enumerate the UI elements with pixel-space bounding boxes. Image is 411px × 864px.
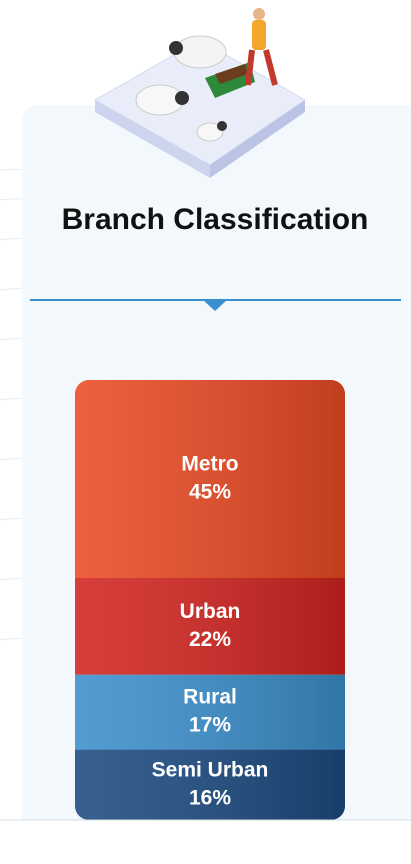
segment-label: Rural	[183, 686, 237, 709]
divider-pointer	[203, 300, 227, 311]
segment-value: 16%	[189, 786, 231, 809]
segment-value: 17%	[189, 714, 231, 737]
segment-label: Metro	[181, 453, 238, 476]
illustration	[93, 8, 306, 178]
segment-label: Semi Urban	[152, 758, 269, 781]
bar-stack	[75, 380, 345, 820]
bar-shade	[75, 578, 345, 675]
footer	[0, 820, 411, 864]
segment-value: 45%	[189, 481, 231, 504]
bar-shade	[75, 749, 345, 820]
chart-title: Branch Classification	[61, 203, 369, 236]
segment-label: Urban	[180, 600, 241, 623]
segment-value: 22%	[189, 628, 231, 651]
bar-shade	[75, 674, 345, 750]
bar-shade	[75, 380, 345, 578]
